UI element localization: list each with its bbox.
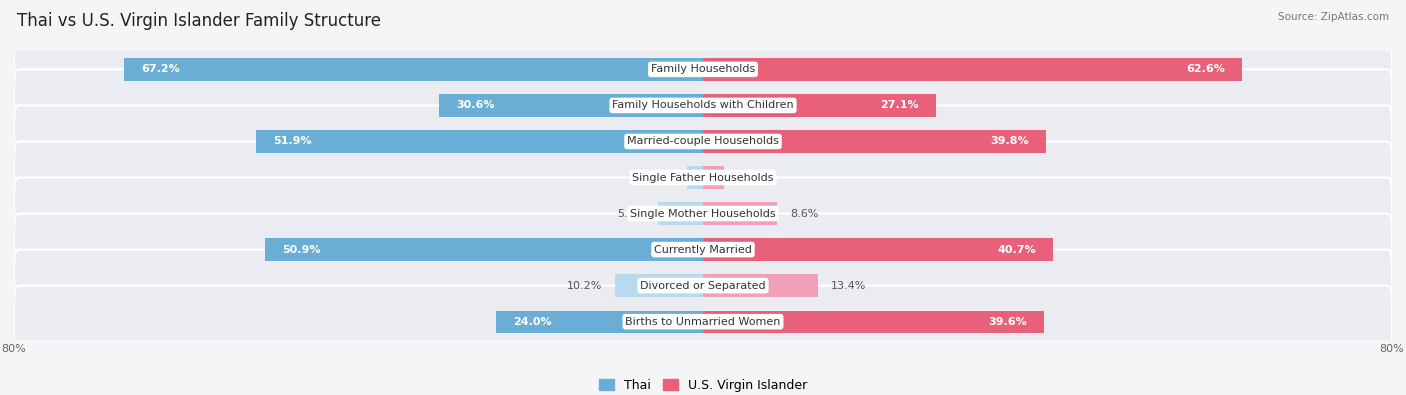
FancyBboxPatch shape (14, 177, 1392, 250)
Text: Married-couple Households: Married-couple Households (627, 136, 779, 147)
Bar (440, 94, 703, 117)
Text: Divorced or Separated: Divorced or Separated (640, 280, 766, 291)
Text: 2.4%: 2.4% (737, 173, 765, 182)
Text: Family Households with Children: Family Households with Children (612, 100, 794, 111)
Text: 30.6%: 30.6% (457, 100, 495, 111)
Legend: Thai, U.S. Virgin Islander: Thai, U.S. Virgin Islander (593, 374, 813, 395)
FancyBboxPatch shape (14, 70, 1392, 141)
Bar (703, 202, 778, 225)
Text: Currently Married: Currently Married (654, 245, 752, 255)
Text: 39.8%: 39.8% (990, 136, 1029, 147)
Text: 39.6%: 39.6% (988, 317, 1026, 327)
Text: 67.2%: 67.2% (142, 64, 180, 74)
Bar (264, 239, 703, 261)
Text: 27.1%: 27.1% (880, 100, 920, 111)
Text: 1.9%: 1.9% (645, 173, 673, 182)
Bar (703, 310, 1045, 333)
Bar (703, 130, 1046, 152)
FancyBboxPatch shape (14, 33, 1392, 105)
Bar (703, 275, 818, 297)
Bar (658, 202, 703, 225)
Text: 24.0%: 24.0% (513, 317, 553, 327)
Text: 40.7%: 40.7% (998, 245, 1036, 255)
Text: 5.2%: 5.2% (617, 209, 645, 218)
FancyBboxPatch shape (14, 250, 1392, 322)
Text: 51.9%: 51.9% (273, 136, 312, 147)
Bar (616, 275, 703, 297)
Text: Single Father Households: Single Father Households (633, 173, 773, 182)
Text: 8.6%: 8.6% (790, 209, 818, 218)
Text: 50.9%: 50.9% (281, 245, 321, 255)
FancyBboxPatch shape (14, 141, 1392, 214)
FancyBboxPatch shape (14, 214, 1392, 286)
Bar (703, 58, 1241, 81)
Text: Births to Unmarried Women: Births to Unmarried Women (626, 317, 780, 327)
Bar (124, 58, 703, 81)
Text: 13.4%: 13.4% (831, 280, 866, 291)
Bar (703, 166, 724, 189)
Bar (703, 94, 936, 117)
Text: Thai vs U.S. Virgin Islander Family Structure: Thai vs U.S. Virgin Islander Family Stru… (17, 12, 381, 30)
Bar (256, 130, 703, 152)
Text: Single Mother Households: Single Mother Households (630, 209, 776, 218)
Bar (703, 239, 1053, 261)
Bar (496, 310, 703, 333)
FancyBboxPatch shape (14, 286, 1392, 358)
Text: Source: ZipAtlas.com: Source: ZipAtlas.com (1278, 12, 1389, 22)
Text: Family Households: Family Households (651, 64, 755, 74)
Text: 62.6%: 62.6% (1187, 64, 1225, 74)
FancyBboxPatch shape (14, 105, 1392, 177)
Text: 10.2%: 10.2% (567, 280, 602, 291)
Bar (686, 166, 703, 189)
